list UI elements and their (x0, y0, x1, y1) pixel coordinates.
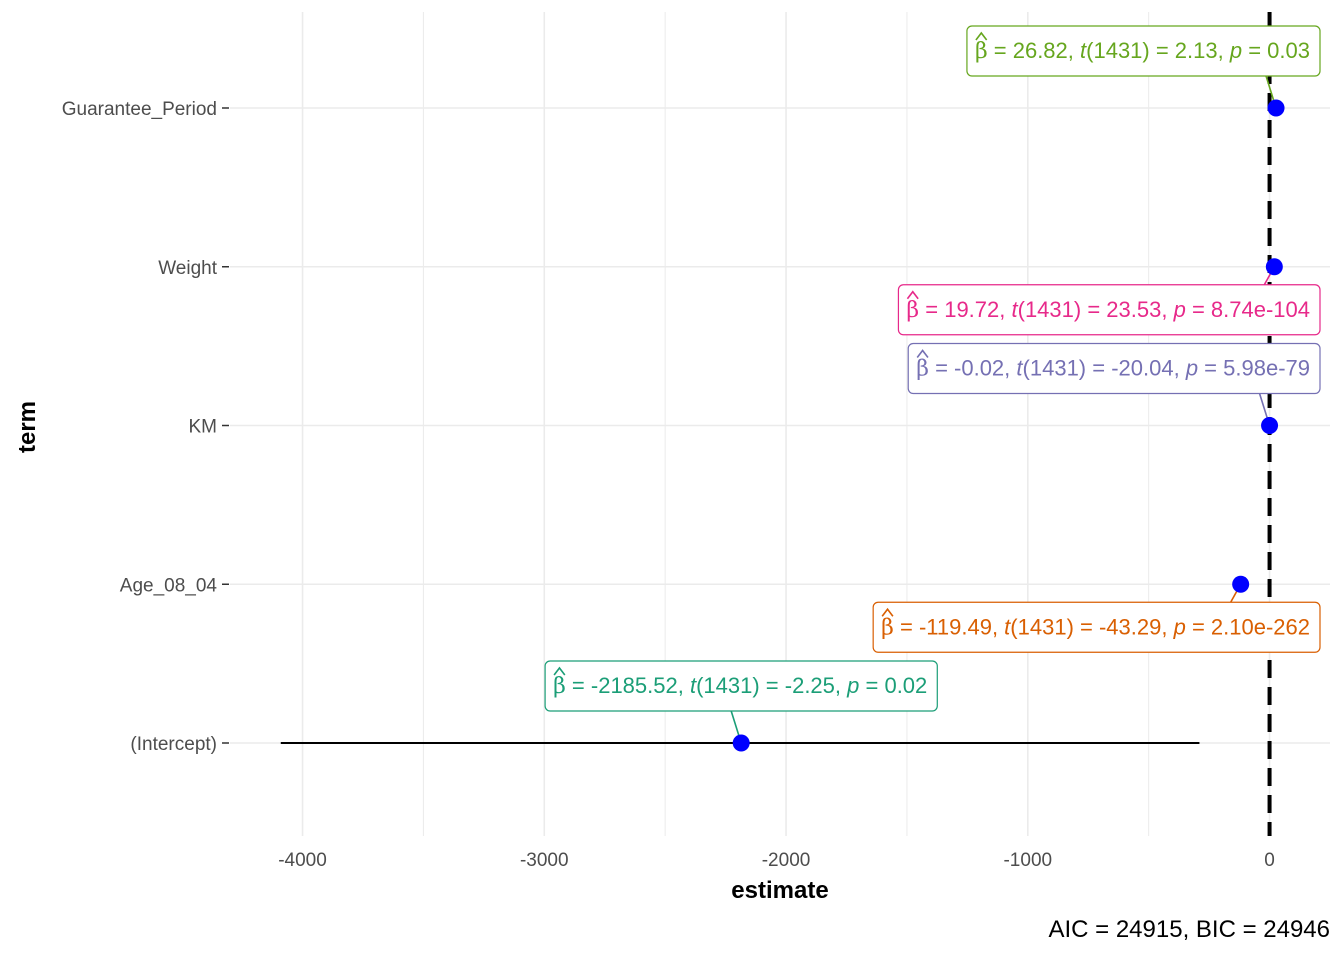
y-axis-title: term (14, 401, 41, 453)
y-tick-label: Age_08_04 (120, 575, 218, 596)
estimate-label-text: β = -2185.52, t(1431) = -2.25, p = 0.02 (553, 673, 927, 699)
estimate-points (732, 99, 1285, 752)
estimate-label-text: β = 26.82, t(1431) = 2.13, p = 0.03 (975, 38, 1310, 64)
beta-hat-mark (916, 349, 929, 358)
major-gridlines (230, 12, 1330, 836)
y-axis: (Intercept) Age_08_04 KM Weight Guarantee_Pe… (62, 99, 229, 755)
y-tick-label: Guarantee_Period (62, 99, 217, 120)
x-tick-label: -2000 (762, 850, 811, 871)
estimate-label-text: β = 19.72, t(1431) = 23.53, p = 8.74e-10… (906, 297, 1310, 323)
estimate-point (1265, 258, 1283, 276)
x-tick-label: -3000 (520, 850, 569, 871)
estimate-labels: β = -2185.52, t(1431) = -2.25, p = 0.02 β… (544, 25, 1321, 712)
beta-hat-mark (906, 290, 919, 300)
estimate-label: β = 26.82, t(1431) = 2.13, p = 0.03 (966, 25, 1321, 77)
x-tick-label: -4000 (278, 850, 327, 871)
x-tick-label: 0 (1264, 850, 1275, 871)
model-fit-caption: AIC = 24915, BIC = 24946 (1048, 916, 1330, 943)
estimate-point (1261, 417, 1279, 434)
estimate-label: β = 19.72, t(1431) = 23.53, p = 8.74e-10… (897, 284, 1321, 336)
y-tick-label: Weight (158, 258, 218, 279)
estimate-label-box (897, 284, 1321, 336)
estimate-label-text: β = -119.49, t(1431) = -43.29, p = 2.10e… (881, 614, 1310, 640)
estimate-label: β = -2185.52, t(1431) = -2.25, p = 0.02 (544, 660, 938, 712)
beta-hat-mark (553, 666, 566, 676)
estimate-label-box (544, 660, 938, 712)
x-axis: -4000 -3000 -2000 -1000 0 (278, 850, 1275, 871)
estimate-label-text: β = -0.02, t(1431) = -20.04, p = 5.98e-7… (916, 356, 1310, 382)
estimate-point (1232, 575, 1250, 593)
estimate-label-box (907, 342, 1321, 395)
estimate-point (1267, 99, 1285, 117)
estimate-label-box (966, 25, 1321, 77)
x-axis-title: estimate (731, 877, 828, 904)
x-tick-label: -1000 (1003, 850, 1052, 871)
beta-hat-mark (975, 31, 988, 41)
y-tick-label: (Intercept) (130, 734, 217, 755)
estimate-label: β = -119.49, t(1431) = -43.29, p = 2.10e… (872, 601, 1321, 653)
estimate-label-box (872, 601, 1321, 653)
y-tick-label: KM (189, 417, 218, 438)
beta-hat-mark (881, 607, 894, 617)
estimate-label: β = -0.02, t(1431) = -20.04, p = 5.98e-7… (907, 342, 1321, 395)
estimate-point (732, 734, 750, 752)
